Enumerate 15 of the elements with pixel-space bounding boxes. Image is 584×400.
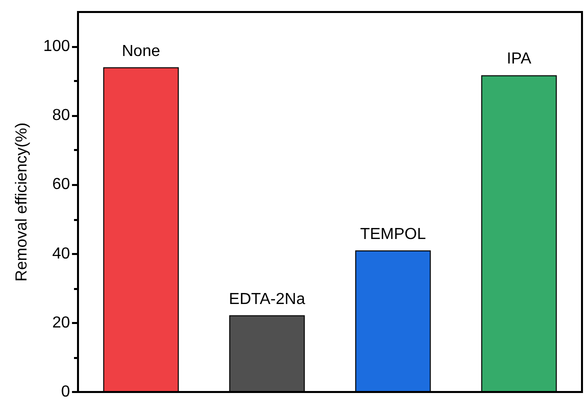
y-tick-label: 20 — [52, 314, 70, 332]
x-tick-label: None — [122, 42, 160, 60]
y-tick-label: 100 — [43, 38, 70, 56]
x-tick-label: TEMPOL — [360, 226, 426, 243]
bar — [229, 315, 305, 392]
x-tick-label: EDTA-2Na — [228, 290, 306, 308]
bar — [355, 250, 431, 392]
y-tick-label: 40 — [52, 245, 70, 262]
bar — [481, 75, 557, 392]
bar — [103, 67, 179, 392]
x-tick-label: IPA — [506, 50, 532, 68]
y-tick-label: 80 — [52, 107, 70, 124]
y-tick-label: 0 — [61, 384, 70, 400]
y-tick-label: 60 — [52, 176, 70, 194]
y-axis-title: Removal efficiency(%) — [14, 122, 30, 282]
